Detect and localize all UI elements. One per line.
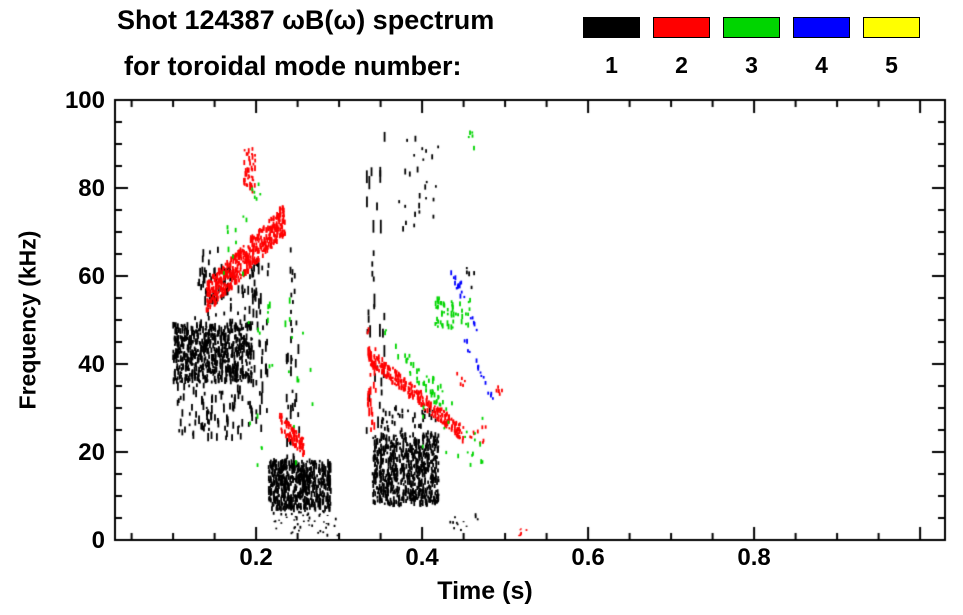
x-tick-label-0.6: 0.6	[571, 544, 605, 571]
legend-swatch-mode-5	[863, 17, 920, 38]
y-tick-label-20: 20	[78, 439, 105, 466]
legend-swatch-mode-2	[653, 17, 710, 38]
x-tick-label-0.4: 0.4	[405, 544, 439, 571]
legend-swatch-mode-4	[793, 17, 850, 38]
legend-swatch-mode-1	[583, 17, 640, 38]
legend-label-mode-4: 4	[815, 52, 828, 78]
figure-title-line1: Shot 124387 ωB(ω) spectrum	[117, 5, 495, 35]
legend-label-mode-2: 2	[675, 52, 688, 78]
x-tick-label-0.2: 0.2	[239, 544, 273, 571]
legend-swatch-mode-3	[723, 17, 780, 38]
x-tick-label-0.8: 0.8	[737, 544, 771, 571]
legend-label-mode-1: 1	[605, 52, 618, 78]
y-tick-label-0: 0	[91, 527, 105, 554]
y-axis-label: Frequency (kHz)	[14, 230, 41, 410]
legend-label-mode-5: 5	[885, 52, 898, 78]
y-tick-label-40: 40	[78, 351, 105, 378]
y-tick-label-60: 60	[78, 263, 105, 290]
y-tick-label-80: 80	[78, 175, 105, 202]
y-tick-label-100: 100	[64, 87, 105, 114]
legend-label-mode-3: 3	[745, 52, 758, 78]
figure-title-line2: for toroidal mode number:	[124, 51, 462, 81]
x-axis-label: Time (s)	[437, 577, 533, 605]
